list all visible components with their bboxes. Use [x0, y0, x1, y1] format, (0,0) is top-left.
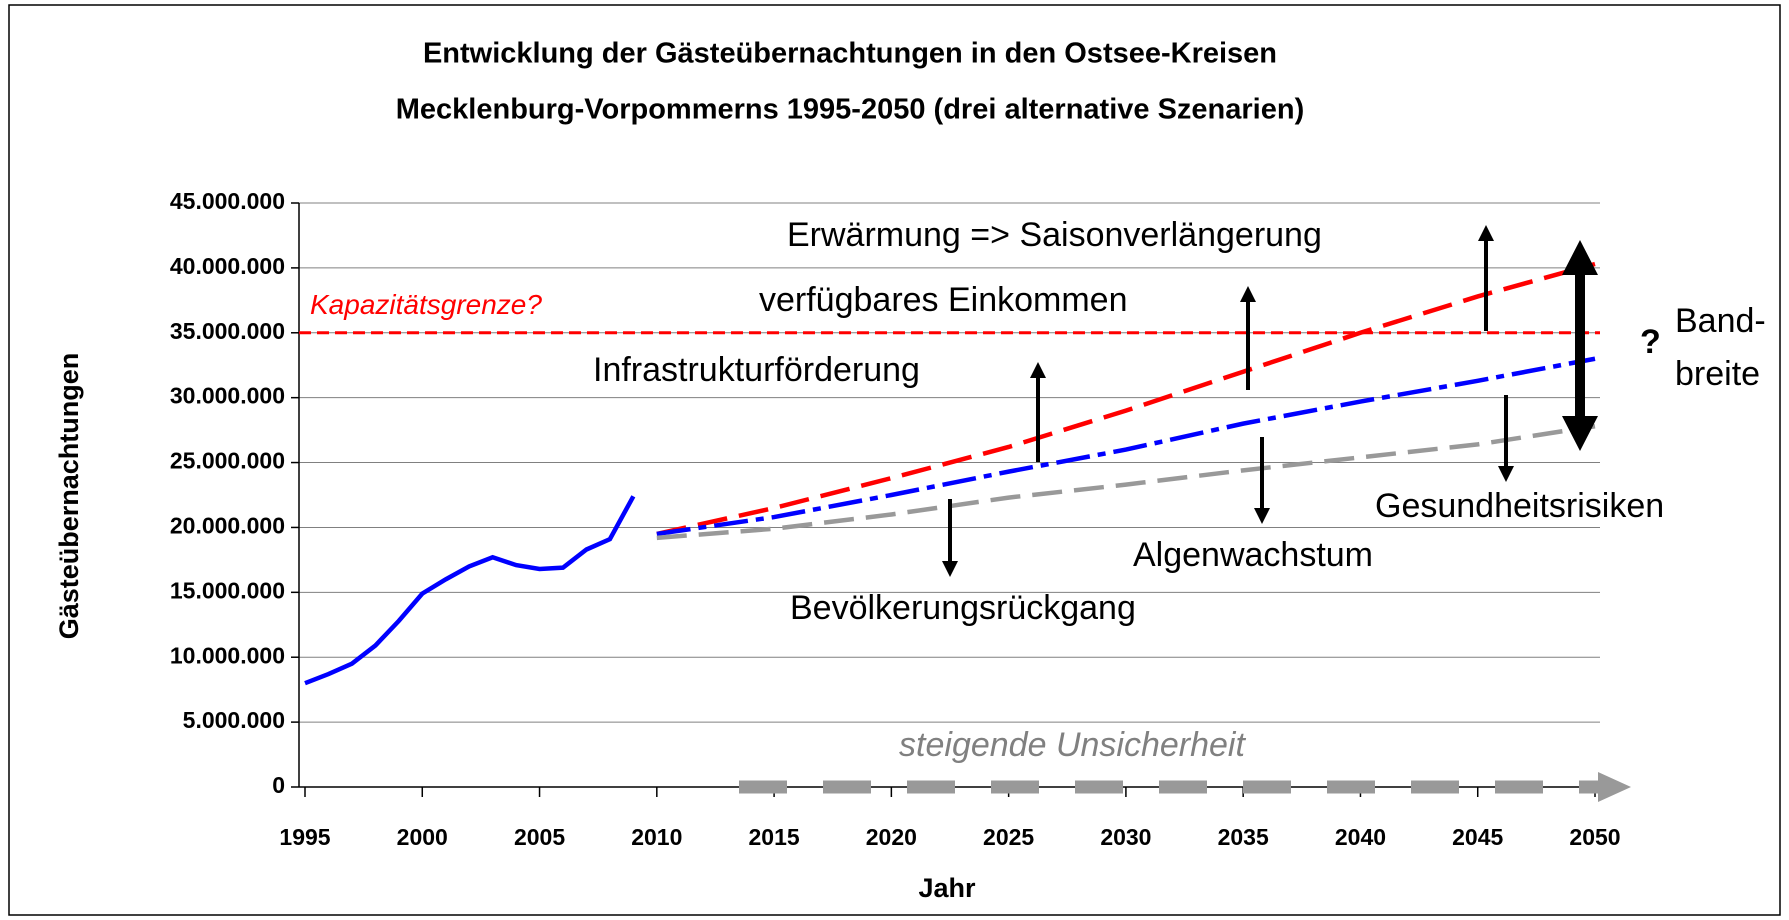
annotation: ? [1640, 323, 1661, 361]
x-axis-label: Jahr [918, 873, 976, 903]
reference-label: Kapazitätsgrenze? [310, 289, 542, 320]
annotation: Band- [1675, 302, 1766, 340]
series-line [656, 356, 1596, 537]
y-tick-label: 15.000.000 [170, 577, 285, 603]
y-tick-label: 45.000.000 [170, 188, 285, 214]
annotation: Erwärmung => Saisonverlängerung [787, 216, 1322, 254]
series-line [304, 495, 636, 686]
annotation: Bevölkerungsrückgang [790, 589, 1136, 627]
y-tick-label: 25.000.000 [170, 448, 285, 474]
x-tick-label: 2030 [1100, 824, 1151, 850]
x-tick-label: 2035 [1218, 824, 1269, 850]
series-line [656, 423, 1596, 541]
range-arrow [1562, 240, 1598, 451]
x-tick-label: 2040 [1335, 824, 1386, 850]
y-tick-label: 10.000.000 [170, 642, 285, 668]
chart-title: Mecklenburg-Vorpommerns 1995-2050 (drei … [396, 94, 1304, 126]
uncertainty-arrow [739, 772, 1631, 802]
series-line [656, 261, 1596, 537]
annotation: Gesundheitsrisiken [1375, 487, 1664, 525]
x-tick-label: 2015 [749, 824, 800, 850]
x-tick-label: 1995 [279, 824, 330, 850]
x-tick-label: 2005 [514, 824, 565, 850]
annotation: verfügbares Einkommen [759, 281, 1128, 319]
annotation: Algenwachstum [1133, 536, 1373, 574]
y-tick-label: 30.000.000 [170, 383, 285, 409]
x-tick-label: 2000 [397, 824, 448, 850]
y-tick-label: 5.000.000 [183, 707, 285, 733]
x-tick-label: 2045 [1452, 824, 1503, 850]
arrows [942, 225, 1514, 577]
annotation: Infrastrukturförderung [593, 351, 920, 389]
x-tick-label: 2050 [1569, 824, 1620, 850]
chart-title: Entwicklung der Gästeübernachtungen in d… [423, 38, 1277, 70]
x-tick-label: 2025 [983, 824, 1034, 850]
x-tick-label: 2020 [866, 824, 917, 850]
y-axis-label: Gästeübernachtungen [54, 353, 84, 640]
y-tick-label: 20.000.000 [170, 513, 285, 539]
y-tick-label: 40.000.000 [170, 253, 285, 279]
annotation: steigende Unsicherheit [899, 726, 1246, 764]
x-tick-label: 2010 [631, 824, 682, 850]
annotation: breite [1675, 355, 1760, 393]
y-tick-label: 35.000.000 [170, 318, 285, 344]
y-tick-label: 0 [272, 772, 285, 798]
arrow-head [1598, 772, 1631, 802]
chart-border [8, 4, 1781, 916]
